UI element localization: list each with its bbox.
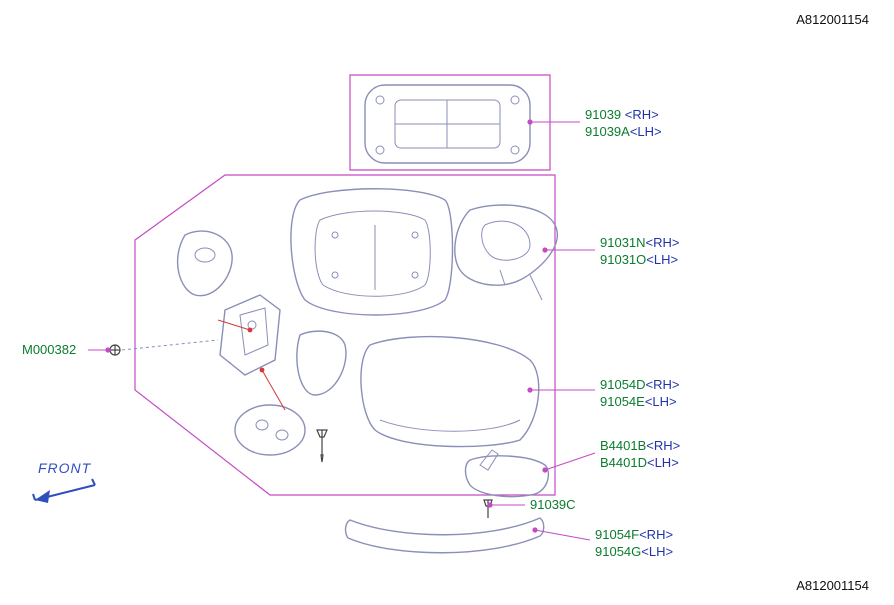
- part-filler: [297, 331, 346, 395]
- assembly-boundary: [135, 175, 555, 495]
- code-b4401-lh: B4401D: [600, 455, 647, 470]
- code-m000382: M000382: [22, 342, 76, 357]
- part-gasket: [235, 405, 305, 455]
- label-91054d: 91054D<RH> 91054E<LH>: [600, 377, 680, 411]
- page-id-bottom: A812001154: [796, 578, 869, 593]
- leader-red-bracket: [218, 320, 285, 410]
- part-cover-cap: [361, 337, 539, 447]
- code-91031-rh: 91031N: [600, 235, 646, 250]
- bolt-projection: [122, 340, 218, 350]
- code-91054f-lh: 91054G: [595, 544, 641, 559]
- code-91031-lh: 91031O: [600, 252, 646, 267]
- code-91039-lh: 91039A: [585, 124, 630, 139]
- part-turn-signal: [465, 450, 548, 497]
- leader-m000382: [88, 347, 111, 352]
- leader-91031: [542, 247, 595, 252]
- leader-91039: [527, 119, 580, 124]
- leader-b4401: [542, 453, 595, 473]
- suffix-91039-rh: <RH>: [625, 107, 659, 122]
- code-91054d-lh: 91054E: [600, 394, 645, 409]
- suffix-91054f-rh: <RH>: [639, 527, 673, 542]
- part-housing: [291, 189, 453, 315]
- code-b4401-rh: B4401B: [600, 438, 646, 453]
- label-b4401: B4401B<RH> B4401D<LH>: [600, 438, 680, 472]
- part-bracket: [220, 295, 280, 375]
- front-arrow: [33, 479, 95, 503]
- suffix-91039-lh: <LH>: [630, 124, 662, 139]
- leader-91039c: [487, 502, 525, 507]
- code-91054d-rh: 91054D: [600, 377, 646, 392]
- label-91031: 91031N<RH> 91031O<LH>: [600, 235, 680, 269]
- leader-91054f: [532, 527, 590, 540]
- code-91039c: 91039C: [530, 497, 576, 512]
- leader-91054d: [527, 387, 595, 392]
- code-91039-rh: 91039: [585, 107, 621, 122]
- part-inner-screw: [317, 430, 327, 462]
- code-91054f-rh: 91054F: [595, 527, 639, 542]
- suffix-b4401-lh: <LH>: [647, 455, 679, 470]
- part-actuator: [455, 205, 557, 300]
- page-id-top: A812001154: [796, 12, 869, 27]
- part-mirror-glass: [365, 85, 530, 163]
- part-bolt: [110, 345, 120, 355]
- suffix-91054d-lh: <LH>: [645, 394, 677, 409]
- label-m000382: M000382: [22, 342, 76, 359]
- mirror-glass-boundary: [350, 75, 550, 170]
- label-91054f: 91054F<RH> 91054G<LH>: [595, 527, 673, 561]
- part-base-cap: [178, 231, 233, 296]
- suffix-91054f-lh: <LH>: [641, 544, 673, 559]
- diagram-canvas: A812001154 A812001154 FRONT 91039 <RH> 9…: [0, 0, 894, 605]
- suffix-91031-lh: <LH>: [646, 252, 678, 267]
- diagram-svg: [0, 0, 894, 605]
- suffix-91031-rh: <RH>: [646, 235, 680, 250]
- label-91039: 91039 <RH> 91039A<LH>: [585, 107, 662, 141]
- suffix-b4401-rh: <RH>: [646, 438, 680, 453]
- suffix-91054d-rh: <RH>: [646, 377, 680, 392]
- label-91039c: 91039C: [530, 497, 576, 514]
- front-label: FRONT: [38, 460, 91, 476]
- part-lower-trim: [346, 518, 544, 553]
